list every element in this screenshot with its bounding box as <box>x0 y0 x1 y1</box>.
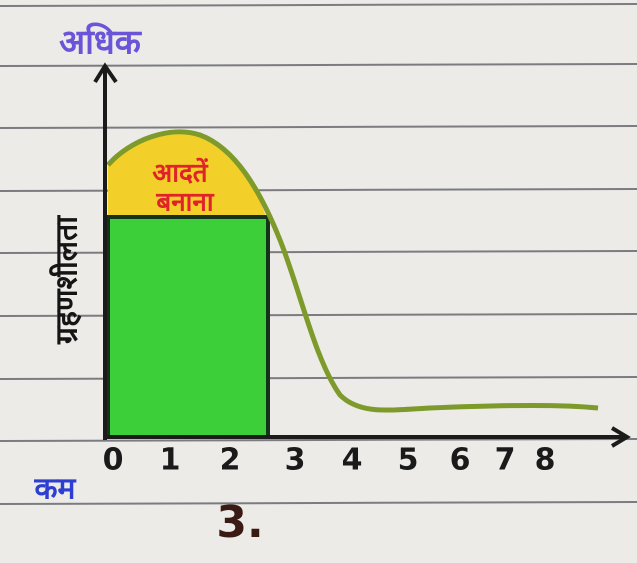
x-tick-label: 0 <box>103 443 124 478</box>
receptivity-curve <box>106 129 599 413</box>
axes <box>93 62 631 448</box>
figure-number: 3. <box>216 497 263 548</box>
x-tick-label: 6 <box>450 443 471 478</box>
habit-bar <box>106 215 270 439</box>
annotation-line: बनाना <box>155 188 214 218</box>
annotation-line: आदतें <box>152 158 208 189</box>
x-tick-label: 2 <box>220 443 241 478</box>
x-tick-label: 7 <box>495 443 516 478</box>
x-tick-label: 8 <box>535 443 556 478</box>
y-axis-label: ग्रहणशीलता <box>49 215 85 345</box>
x-tick-label: 3 <box>285 443 306 478</box>
top-label: अधिक <box>59 22 143 63</box>
x-tick-label: 4 <box>342 443 363 478</box>
bottom-label: कम <box>34 472 77 507</box>
x-tick-label: 5 <box>398 443 419 478</box>
x-tick-label: 1 <box>160 443 181 478</box>
